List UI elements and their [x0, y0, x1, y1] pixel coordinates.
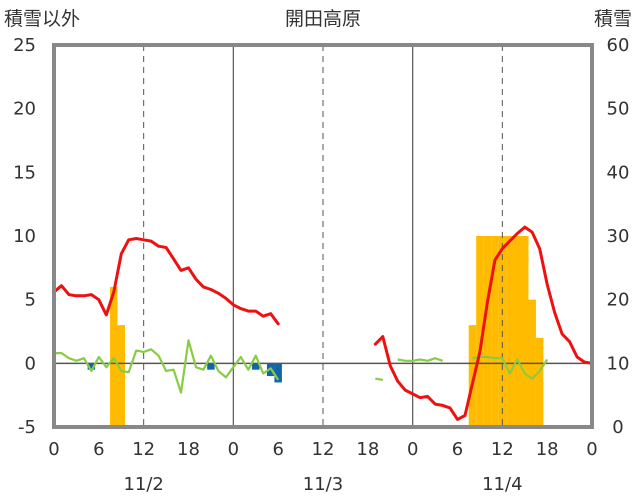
snowfall-bar-0 — [110, 286, 118, 427]
wind-series — [54, 339, 549, 394]
date-labels: 11/2 11/3 11/4 — [123, 474, 522, 495]
plot-border — [52, 43, 594, 429]
date-label-1: 11/3 — [303, 474, 343, 495]
x-tick-2: 12 — [132, 439, 155, 460]
precipitation-bar-4 — [274, 363, 282, 383]
snowfall-bar-9 — [521, 236, 529, 427]
temperature-line — [52, 225, 594, 421]
temperature-series — [52, 225, 594, 421]
right-y-tick-5: 50 — [607, 99, 630, 120]
precipitation-bar-0 — [87, 363, 96, 370]
snowfall-bar-1 — [117, 325, 125, 427]
snowfall-bar-11 — [535, 337, 544, 427]
x-tick-0: 0 — [48, 439, 59, 460]
left-y-tick-2: 5 — [25, 290, 36, 311]
right-y-tick-labels: 0 10 20 30 40 50 60 — [607, 35, 630, 438]
x-tick-8: 0 — [407, 439, 418, 460]
snowfall-bar-3 — [476, 236, 484, 427]
x-tick-7: 18 — [356, 439, 379, 460]
left-y-tick-4: 15 — [13, 162, 36, 183]
left-y-tick-1: 0 — [25, 353, 36, 374]
snowfall-bar-7 — [506, 236, 514, 427]
precipitation-bar-1 — [207, 363, 215, 370]
x-tick-12: 0 — [586, 439, 597, 460]
right-y-tick-1: 10 — [607, 353, 630, 374]
left-y-tick-5: 20 — [13, 99, 36, 120]
left-y-tick-6: 25 — [13, 35, 36, 56]
precipitation-bar-2 — [252, 363, 260, 370]
left-y-tick-3: 10 — [13, 226, 36, 247]
x-tick-6: 12 — [312, 439, 335, 460]
left-axis-label: 積雪以外 — [4, 8, 80, 30]
chart-title: 開田高原 — [285, 8, 361, 30]
x-tick-9: 6 — [452, 439, 463, 460]
right-axis-label: 積雪 — [594, 8, 632, 30]
right-y-tick-3: 30 — [607, 226, 630, 247]
x-tick-1: 6 — [93, 439, 104, 460]
snowfall-bar-4 — [483, 236, 492, 427]
left-y-tick-0: -5 — [18, 417, 36, 438]
x-tick-5: 6 — [272, 439, 283, 460]
x-tick-3: 18 — [177, 439, 200, 460]
snowfall-bar-2 — [468, 325, 477, 427]
snowfall-bar-5 — [491, 236, 499, 427]
snowfall-bar-8 — [513, 236, 522, 427]
date-label-2: 11/4 — [482, 474, 522, 495]
gridlines — [54, 45, 592, 427]
wind-line — [54, 339, 549, 394]
left-y-tick-labels: -5 0 5 10 15 20 25 — [13, 35, 36, 438]
right-y-tick-2: 20 — [607, 290, 630, 311]
x-tick-10: 12 — [491, 439, 514, 460]
right-y-tick-4: 40 — [607, 162, 630, 183]
right-y-tick-6: 60 — [607, 35, 630, 56]
x-tick-4: 0 — [228, 439, 239, 460]
right-y-tick-0: 0 — [612, 417, 623, 438]
x-tick-11: 18 — [536, 439, 559, 460]
x-tick-labels: 0 6 12 18 0 6 12 18 0 6 12 18 0 — [48, 439, 597, 460]
date-label-0: 11/2 — [123, 474, 163, 495]
plot-border-rect — [52, 43, 594, 429]
